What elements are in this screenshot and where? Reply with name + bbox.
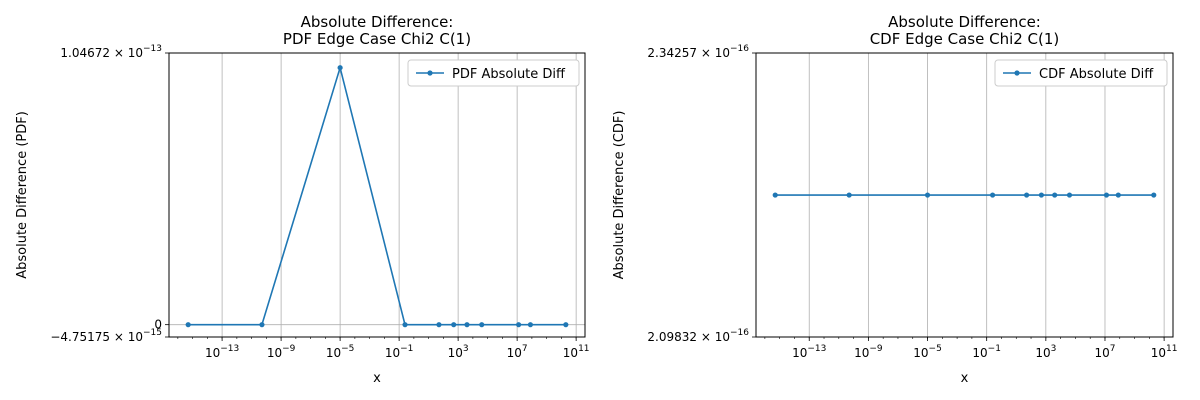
data-point [402,322,408,328]
x-tick-label: 1011 [1151,344,1178,360]
data-point [1115,192,1121,198]
legend-label: PDF Absolute Diff [452,67,566,82]
y-tick-label: 1.04672 × 10−13 [60,44,162,60]
y-tick-label: 2.09832 × 10−16 [647,328,749,344]
y-tick-label: 2.34257 × 10−16 [647,44,749,60]
x-axis-label: x [961,371,969,386]
chart-title-line: Absolute Difference: [888,13,1041,31]
data-point [185,322,191,328]
data-point [563,322,569,328]
data-point [1066,192,1073,198]
x-tick-label: 10−1 [385,344,414,360]
data-point [479,322,485,328]
data-point [924,192,931,198]
data-point [846,192,852,198]
x-tick-label: 103 [448,344,469,360]
x-tick-label: 10−5 [326,344,355,360]
data-point [259,322,265,328]
x-tick-label: 107 [507,344,528,360]
axes-frame [168,52,586,338]
y-axis-label: Absolute Difference (CDF) [612,111,627,280]
chart-2: 10−13 10−9 10−5 10−1 103 107 1011 2.34257 × 10−… [612,13,1177,386]
x-tick-label: 103 [1035,344,1056,360]
x-tick-label: 10−13 [792,344,826,360]
x-tick-label: 107 [1094,344,1115,360]
legend-label: CDF Absolute Diff [1039,67,1154,82]
data-point [1151,192,1157,198]
data-point [1052,192,1058,198]
legend-box [407,59,580,87]
data-point [527,322,534,328]
x-axis-label: x [373,371,381,386]
y-tick-label: 0 [154,318,162,332]
y-tick-label: −4.75175 × 10−15 [50,328,162,344]
x-tick-label: 10−13 [205,344,239,360]
x-tick-label: 10−9 [267,344,296,360]
x-tick-label: 10−9 [854,344,883,360]
legend-marker [427,70,433,76]
chart-1: 10−13 10−9 10−5 10−1 103 107 1011 1.04672 × 10−… [15,13,590,386]
data-point [451,322,457,328]
chart-title-line: Absolute Difference: [301,13,454,31]
data-point [464,322,470,328]
data-point [1103,192,1110,198]
y-axis-label: Absolute Difference (PDF) [15,111,30,279]
data-point [1038,192,1044,198]
data-point [516,322,522,328]
data-point [337,65,343,71]
series-line [188,64,566,326]
x-tick-label: 10−1 [972,344,1001,360]
data-point [1024,192,1030,198]
legend-marker [1014,70,1020,76]
data-point [772,192,778,198]
chart-title-line: PDF Edge Case Chi2 C(1) [283,30,471,48]
x-tick-label: 1011 [563,344,590,360]
x-tick-label: 10−5 [913,344,942,360]
axes-frame [755,52,1174,338]
legend-box [994,59,1168,87]
chart-title-line: CDF Edge Case Chi2 C(1) [870,30,1060,48]
data-point [989,192,996,198]
data-point [436,322,442,328]
